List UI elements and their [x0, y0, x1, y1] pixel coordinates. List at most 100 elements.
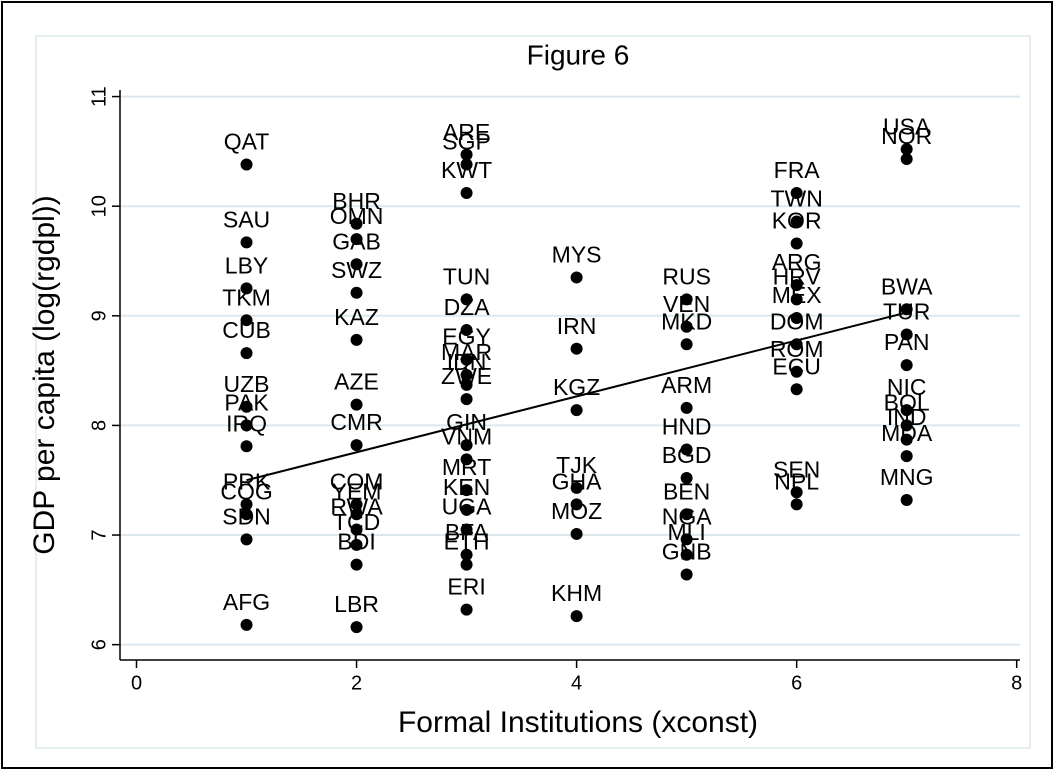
point [240, 400, 253, 413]
point [460, 453, 473, 466]
point [460, 393, 473, 406]
x-axis-title: Formal Institutions (xconst) [398, 706, 758, 739]
point-label: NOR [881, 123, 932, 149]
point-label: IND [887, 404, 927, 430]
point [460, 503, 473, 516]
point [350, 398, 363, 411]
point [350, 508, 363, 521]
point [900, 419, 913, 432]
point-label: BHR [332, 188, 381, 214]
point [460, 293, 473, 306]
point [900, 433, 913, 446]
point-label: TUN [443, 263, 490, 289]
point [900, 404, 913, 417]
point [790, 486, 803, 499]
point [680, 568, 693, 581]
point-label: COG [220, 478, 272, 504]
point-label: MNG [880, 464, 934, 490]
point [680, 443, 693, 456]
point [790, 279, 803, 292]
point-label: VEN [663, 291, 710, 317]
point [350, 621, 363, 634]
point-label: MYS [552, 242, 602, 268]
point-label: TUR [883, 299, 930, 325]
point-label: IRN [557, 313, 597, 339]
point-label: ARE [443, 119, 490, 145]
point [570, 498, 583, 511]
point-label: UGA [442, 494, 493, 520]
point-label: BWA [881, 273, 933, 299]
point [790, 312, 803, 324]
point [790, 215, 803, 228]
point [460, 369, 473, 381]
point [570, 527, 583, 540]
point-label: HRV [773, 263, 822, 289]
point-label: BFA [445, 519, 489, 545]
point [680, 293, 693, 306]
point [350, 498, 363, 511]
point-label: BOL [884, 390, 930, 416]
point [790, 383, 803, 396]
point-label: KWT [441, 157, 492, 183]
point [240, 158, 253, 171]
point-label: SGP [442, 129, 491, 155]
point-label: TKM [222, 284, 271, 310]
point [240, 498, 253, 511]
point-label: BGD [662, 442, 712, 468]
point [790, 365, 803, 378]
point-label: NPL [774, 468, 819, 494]
point-label: CUB [222, 317, 271, 343]
point [350, 333, 363, 346]
point [460, 378, 473, 391]
point-label: YEM [332, 478, 382, 504]
point [460, 523, 473, 536]
point-label: TCD [333, 509, 380, 535]
point-label: AZE [334, 369, 379, 395]
point-label: AFG [223, 589, 270, 615]
point [240, 236, 253, 249]
point-label: ECU [772, 353, 821, 379]
point-label: KHM [551, 580, 602, 606]
point [350, 233, 363, 246]
point-label: DZA [444, 294, 491, 320]
point [240, 508, 253, 521]
point [350, 286, 363, 299]
y-tick-label: 10 [88, 195, 110, 217]
fit-line [246, 311, 907, 482]
point-label: NIC [887, 374, 927, 400]
point-label: KOR [772, 208, 822, 234]
point-label: RWA [330, 494, 383, 520]
point-label: DOM [770, 308, 824, 334]
point-label: QAT [224, 129, 270, 155]
point-label: PAN [884, 329, 930, 355]
plot-frame [35, 35, 1031, 749]
point [790, 237, 803, 250]
point [460, 148, 473, 161]
point [570, 481, 583, 494]
point-label: TJK [556, 452, 598, 478]
point [240, 347, 253, 360]
point [460, 158, 473, 171]
point [350, 217, 363, 230]
point [460, 324, 473, 337]
point-label: MDA [881, 420, 933, 446]
point [680, 338, 693, 351]
point [240, 618, 253, 631]
point [240, 419, 253, 432]
point-label: GNB [662, 539, 712, 565]
point-label: GAB [332, 228, 381, 254]
point-label: SEN [773, 456, 820, 482]
y-tick-label: 7 [88, 529, 110, 540]
point [790, 498, 803, 511]
point-label: TWN [770, 186, 822, 212]
point-label: MKD [661, 308, 712, 334]
x-tick-label: 4 [571, 672, 582, 694]
point [350, 439, 363, 452]
x-tick-label: 8 [1011, 672, 1022, 694]
point [240, 282, 253, 295]
point-label: UZB [224, 371, 270, 397]
point-label: SDN [222, 504, 271, 530]
point [790, 187, 803, 200]
point [240, 314, 253, 327]
point [900, 450, 913, 463]
